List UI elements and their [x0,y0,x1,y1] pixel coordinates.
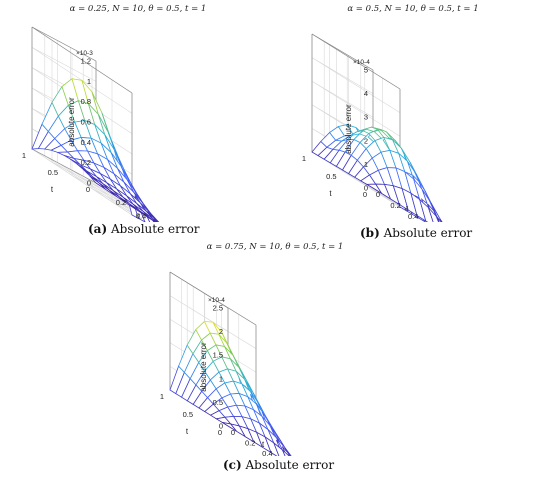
chart-panel-c: α = 0.75, N = 10, θ = 0.5, t = 1 ×10-4 0 0.… [130,238,420,456]
t-axis-label-right: t [138,212,141,221]
z-axis-label: absolute error [344,104,353,154]
box-edge [31,26,97,62]
t-tick-label: 1 [160,392,164,401]
z-tick-label: 5 [364,66,368,75]
floor-gridline [70,169,151,222]
x-tick-label: 0.2 [390,201,400,210]
t-tick-label: 0 [363,190,367,199]
z-tick-label: 2 [364,136,368,145]
mesh-cell [153,217,159,222]
caption-b: (b) Absolute error [360,226,472,240]
mesh-cell [282,449,290,456]
chart-panel-b: α = 0.5, N = 10, θ = 0.5, t = 1 ×10-4 0 1 2 3… [276,0,550,222]
t-tick-label: 0.5 [48,168,58,177]
mesh-cell [284,447,292,456]
z-axis-label: absolute error [67,97,76,147]
caption-text-a: Absolute error [110,222,200,236]
z-tick-label: 0 [364,184,368,193]
t-axis-label-right: t [262,440,265,449]
x-tick-label: 0.4 [136,211,146,220]
z-tick-label: 1.5 [213,351,223,360]
z-tick-label: 2 [219,327,223,336]
caption-letter-c: (c) [223,458,242,472]
z-exponent-label: ×10-4 [208,297,225,304]
x-tick-label: 0.2 [245,439,255,448]
floor-gridline [44,155,145,222]
surface-mesh [169,320,292,456]
t-axis-label: t [51,185,54,194]
surface-mesh [311,123,443,222]
mesh-cell [281,446,291,456]
caption-text-b: Absolute error [383,226,473,240]
z-exponent-label: ×10-4 [353,59,370,66]
chart-panel-a: α = 0.25, N = 10, θ = 0.5, t = 1 ×10-3 0 0.… [0,0,276,222]
x-tick-label: 0.4 [262,449,272,456]
box-edge [31,26,133,94]
z-tick-label: 0.8 [81,97,91,106]
surface-plot-a: α = 0.25, N = 10, θ = 0.5, t = 1 ×10-3 0 0.… [22,4,207,222]
z-tick-label: 0.5 [213,398,223,407]
box-edge [311,33,374,71]
surface-plot-b: α = 0.5, N = 10, θ = 0.5, t = 1 ×10-4 0 1 2 3… [302,4,479,222]
mesh-cell [439,218,443,222]
t-tick-label: 0.5 [326,172,336,181]
z-exponent-label: ×10-3 [76,50,93,57]
surface-plot-c: α = 0.75, N = 10, θ = 0.5, t = 1 ×10-4 0 0.… [160,242,344,456]
z-tick-label: 2.5 [213,304,223,313]
x-tick-label: 0 [231,428,235,437]
z-tick-label: 0.4 [81,138,91,147]
x-tick-label: 0 [376,190,380,199]
floor-gridline [311,151,401,208]
z-axis-label: absolute error [199,342,208,392]
box-edge [311,33,401,90]
t-tick-label: 0 [86,185,90,194]
mesh-cell [149,217,157,222]
z-tick-label: 1.2 [81,57,91,66]
caption-c: (c) Absolute error [223,458,334,472]
t-tick-label: 1 [22,151,26,160]
z-tick-label: 1 [364,160,368,169]
chart-title: α = 0.75, N = 10, θ = 0.5, t = 1 [207,242,344,252]
x-tick-label: 0.4 [408,212,418,221]
caption-letter-a: (a) [88,222,108,236]
t-tick-label: 0 [218,428,222,437]
mesh-cell [436,217,442,222]
t-axis-label: t [186,427,189,436]
z-tick-label: 4 [364,89,368,98]
chart-title: α = 0.25, N = 10, θ = 0.5, t = 1 [70,4,207,14]
mesh-cell [152,218,158,222]
mesh-cell [156,220,160,222]
z-tick-label: 0 [219,422,223,431]
z-tick-label: 0.6 [81,118,91,127]
caption-letter-b: (b) [360,226,380,240]
chart-title: α = 0.5, N = 10, θ = 0.5, t = 1 [347,4,478,14]
t-axis-line [31,148,97,184]
box-edge [169,271,229,309]
z-tick-label: 3 [364,113,368,122]
z-tick-label: 0.2 [81,158,91,167]
z-tick-label: 1 [87,77,91,86]
t-axis-label: t [329,189,332,198]
caption-a: (a) Absolute error [88,222,200,236]
t-tick-label: 1 [302,154,306,163]
t-tick-label: 0.5 [183,410,193,419]
caption-text-c: Absolute error [245,458,335,472]
z-tick-label: 0 [87,179,91,188]
z-tick-label: 1 [219,374,223,383]
t-axis-label-right: t [406,204,409,213]
x-tick-label: 0.2 [116,198,126,207]
floor-gridline [31,148,133,216]
mesh-cell [150,212,160,222]
floor-gridline [324,158,413,215]
surface-mesh [31,78,160,222]
